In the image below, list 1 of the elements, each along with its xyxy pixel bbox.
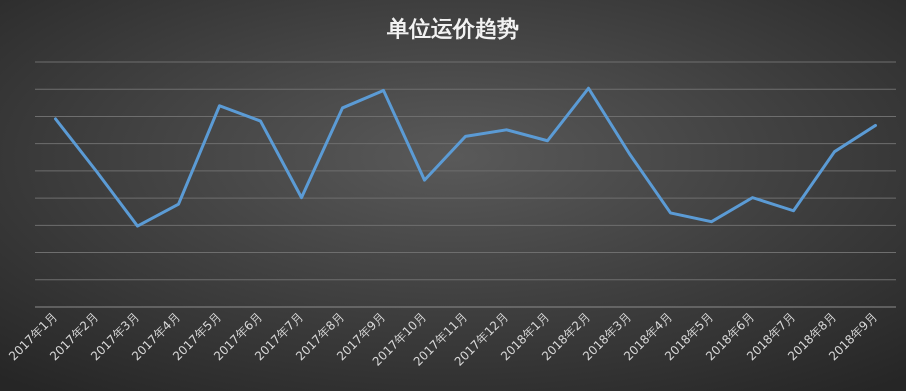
chart-title: 单位运价趋势 — [386, 17, 519, 42]
